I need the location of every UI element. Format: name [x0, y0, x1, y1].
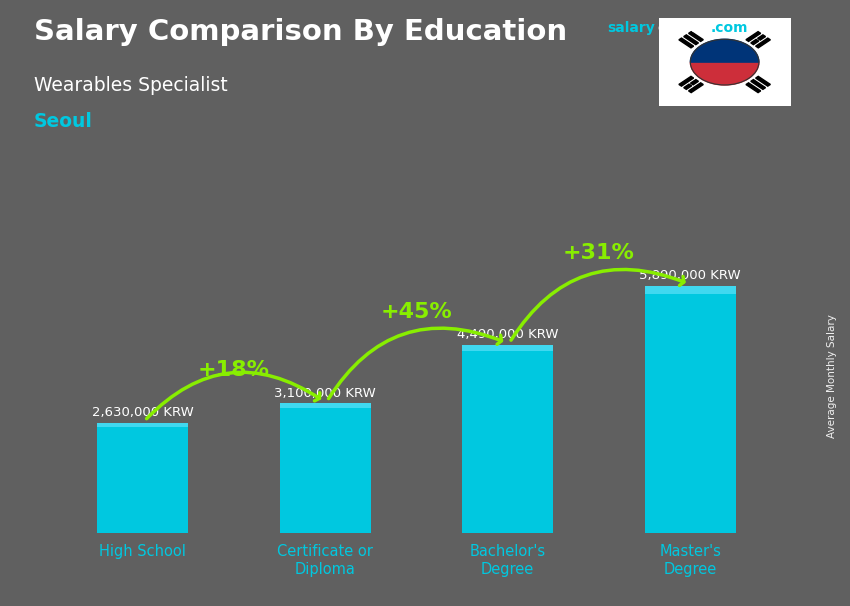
- Text: 2,630,000 KRW: 2,630,000 KRW: [92, 407, 194, 419]
- Bar: [751, 79, 766, 90]
- Bar: [280, 403, 371, 533]
- Bar: [683, 35, 699, 45]
- Bar: [97, 423, 189, 427]
- Text: +18%: +18%: [198, 360, 270, 380]
- FancyBboxPatch shape: [654, 16, 795, 108]
- Bar: [757, 35, 766, 40]
- Bar: [746, 83, 761, 93]
- Text: 3,100,000 KRW: 3,100,000 KRW: [275, 387, 377, 400]
- Text: .com: .com: [711, 21, 748, 35]
- Bar: [97, 423, 189, 533]
- Bar: [683, 84, 692, 90]
- Text: salary: salary: [608, 21, 655, 35]
- Bar: [679, 38, 694, 48]
- Bar: [688, 32, 703, 41]
- Bar: [462, 345, 553, 351]
- Text: +31%: +31%: [563, 242, 635, 262]
- Text: Average Monthly Salary: Average Monthly Salary: [827, 314, 837, 438]
- Bar: [751, 39, 759, 45]
- Text: Wearables Specialist: Wearables Specialist: [34, 76, 228, 95]
- Bar: [756, 38, 770, 48]
- Text: Seoul: Seoul: [34, 112, 93, 131]
- Bar: [280, 403, 371, 408]
- Bar: [462, 345, 553, 533]
- Bar: [644, 286, 736, 295]
- Polygon shape: [690, 39, 759, 62]
- Bar: [679, 76, 694, 86]
- Bar: [688, 83, 703, 93]
- Bar: [746, 32, 761, 41]
- Text: 5,890,000 KRW: 5,890,000 KRW: [639, 270, 741, 282]
- Polygon shape: [690, 62, 759, 85]
- Text: +45%: +45%: [381, 302, 452, 322]
- Bar: [756, 76, 770, 86]
- Text: 4,490,000 KRW: 4,490,000 KRW: [457, 328, 558, 341]
- Bar: [644, 286, 736, 533]
- Bar: [690, 79, 699, 85]
- Text: Salary Comparison By Education: Salary Comparison By Education: [34, 18, 567, 46]
- Text: explorer: explorer: [657, 21, 722, 35]
